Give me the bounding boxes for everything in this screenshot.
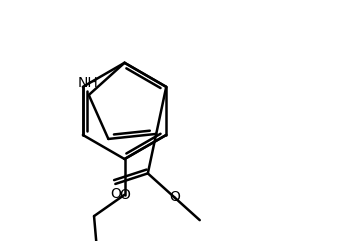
Text: O: O — [110, 187, 121, 201]
Text: O: O — [169, 190, 180, 204]
Text: NH: NH — [78, 76, 98, 90]
Text: O: O — [119, 188, 130, 202]
